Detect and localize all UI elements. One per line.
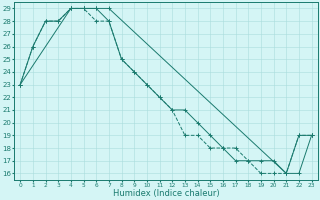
X-axis label: Humidex (Indice chaleur): Humidex (Indice chaleur) [113,189,219,198]
